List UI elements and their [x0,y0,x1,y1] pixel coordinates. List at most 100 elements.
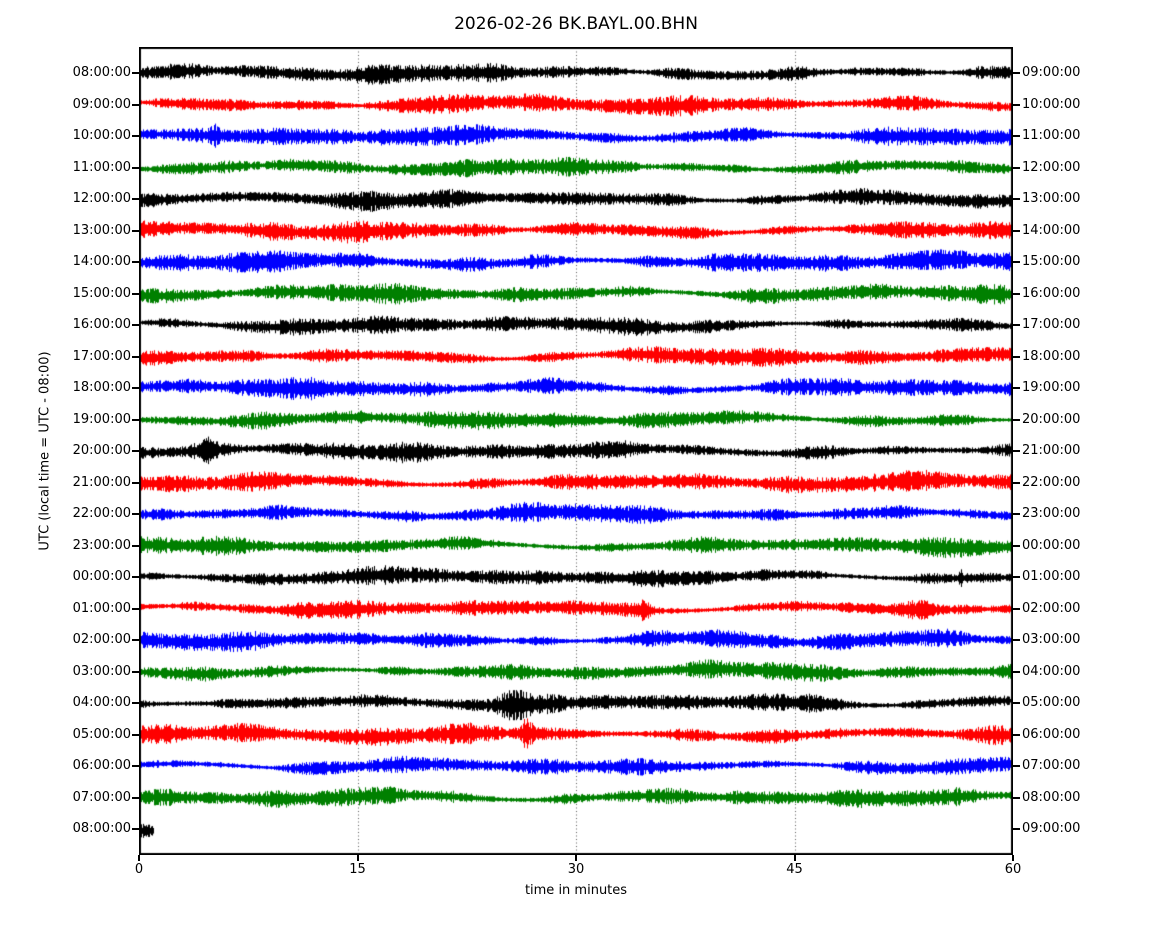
trace-tick-mark [132,229,139,232]
trace-tick-mark [1013,670,1020,673]
x-axis-tick-label: 45 [786,862,803,877]
trace-tick-mark [1013,733,1020,736]
right-time-label: 21:00:00 [1022,443,1081,458]
right-time-label: 17:00:00 [1022,317,1081,332]
trace-tick-mark [1013,72,1020,74]
left-time-label: 00:00:00 [72,569,131,584]
trace-tick-mark [1013,607,1020,610]
right-time-label: 07:00:00 [1022,758,1081,773]
trace-tick-mark [132,702,139,704]
right-time-label: 18:00:00 [1022,348,1081,364]
trace-tick-mark [1013,765,1020,767]
trace-tick-mark [1013,796,1020,799]
left-time-label: 10:00:00 [72,128,131,143]
left-time-label: 12:00:00 [72,191,131,206]
left-time-label: 22:00:00 [72,506,131,521]
trace-tick-mark [1013,198,1020,200]
right-time-label: 20:00:00 [1022,411,1081,427]
left-time-label: 21:00:00 [72,474,131,490]
trace-tick-mark [1013,702,1020,704]
right-time-label: 14:00:00 [1022,222,1081,238]
trace-tick-mark [132,513,139,515]
left-time-label: 23:00:00 [72,537,131,553]
trace-tick-mark [132,450,139,452]
left-time-label: 20:00:00 [72,443,131,458]
x-axis-tick-mark [793,855,796,861]
trace-tick-mark [1013,166,1020,169]
trace-tick-mark [132,72,139,74]
trace-tick-mark [132,765,139,767]
trace-tick-mark [132,103,139,106]
right-time-label: 06:00:00 [1022,726,1081,742]
x-axis-tick-mark [1012,855,1014,861]
plot-title: 2026-02-26 BK.BAYL.00.BHN [454,14,698,34]
left-time-label: 13:00:00 [72,222,131,238]
right-time-label: 04:00:00 [1022,663,1081,679]
trace-tick-mark [1013,544,1020,547]
x-axis-tick-label: 0 [134,862,144,877]
left-time-label: 16:00:00 [72,317,131,332]
trace-tick-mark [132,292,139,295]
trace-tick-mark [132,324,139,326]
trace-tick-mark [1013,387,1020,389]
x-axis-label: time in minutes [524,883,628,898]
trace-tick-mark [1013,513,1020,515]
trace-tick-mark [1013,103,1020,106]
x-axis-tick-mark [356,855,359,861]
right-time-label: 09:00:00 [1022,821,1081,836]
trace-tick-mark [132,418,139,421]
trace-tick-mark [132,135,139,137]
right-time-label: 22:00:00 [1022,474,1081,490]
x-axis-tick-label: 30 [567,862,585,877]
trace-tick-mark [1013,450,1020,452]
trace-tick-mark [132,544,139,547]
right-time-label: 09:00:00 [1022,65,1081,80]
trace-tick-mark [1013,418,1020,421]
right-time-label: 00:00:00 [1022,537,1081,553]
right-time-label: 10:00:00 [1022,96,1081,112]
trace-tick-mark [132,481,139,484]
left-time-label: 19:00:00 [72,411,131,427]
trace-tick-mark [132,670,139,673]
trace-tick-mark [132,639,139,641]
trace-tick-mark [1013,261,1020,263]
trace-tick-mark [1013,828,1020,830]
right-time-label: 16:00:00 [1022,285,1081,301]
left-time-label: 09:00:00 [72,96,131,112]
x-axis-tick-mark [575,855,577,861]
left-time-label: 05:00:00 [72,726,131,742]
right-time-label: 05:00:00 [1022,695,1081,710]
right-time-label: 11:00:00 [1022,128,1081,143]
trace-tick-mark [132,166,139,169]
right-time-label: 15:00:00 [1022,254,1081,269]
left-time-label: 11:00:00 [72,159,131,175]
trace-tick-mark [1013,481,1020,484]
trace-tick-mark [132,607,139,610]
left-time-label: 02:00:00 [72,632,131,647]
left-time-label: 17:00:00 [72,348,131,364]
trace-tick-mark [132,733,139,736]
trace-tick-mark [132,198,139,200]
right-time-label: 12:00:00 [1022,159,1081,175]
left-time-label: 03:00:00 [72,663,131,679]
right-time-label: 13:00:00 [1022,191,1081,206]
x-axis-tick-mark [138,855,140,861]
trace-tick-mark [1013,639,1020,641]
trace-tick-mark [1013,355,1020,358]
trace-tick-mark [132,796,139,799]
left-time-label: 01:00:00 [72,600,131,616]
x-axis-tick-label: 60 [1004,862,1022,877]
trace-tick-mark [132,828,139,830]
trace-tick-mark [132,576,139,578]
left-time-label: 08:00:00 [72,65,131,80]
trace-tick-mark [1013,229,1020,232]
left-time-label: 15:00:00 [72,285,131,301]
left-time-label: 14:00:00 [72,254,131,269]
left-time-label: 08:00:00 [72,821,131,836]
right-time-label: 01:00:00 [1022,569,1081,584]
trace-tick-mark [132,387,139,389]
right-time-label: 19:00:00 [1022,380,1081,395]
trace-tick-mark [1013,576,1020,578]
trace-tick-mark [1013,324,1020,326]
